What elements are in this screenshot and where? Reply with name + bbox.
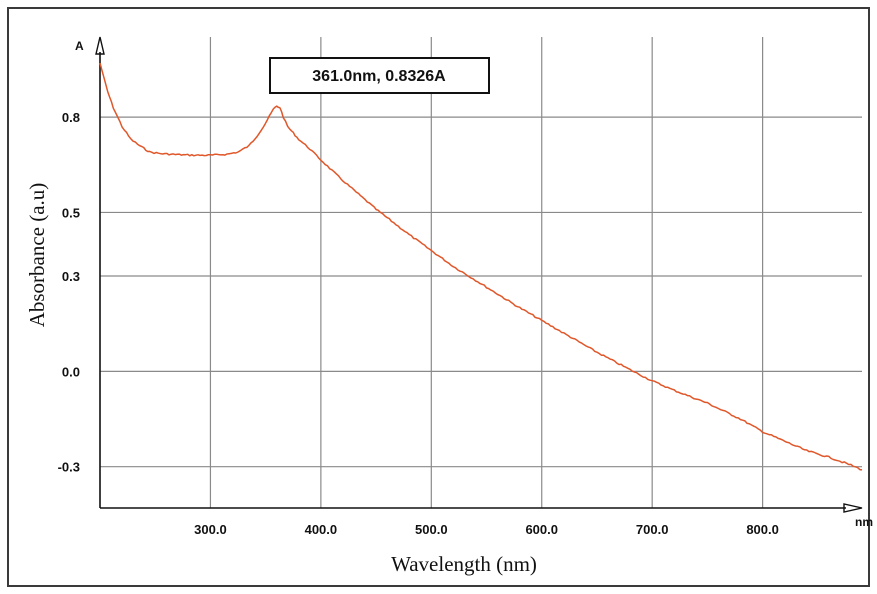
x-tick-label: 700.0 (636, 522, 669, 537)
axes (95, 36, 863, 513)
y-tick-label: 0.5 (62, 205, 80, 220)
x-tick-label: 600.0 (525, 522, 558, 537)
x-tick-label: 500.0 (415, 522, 448, 537)
x-axis-arrow (843, 503, 863, 513)
x-axis-title: Wavelength (nm) (391, 552, 537, 576)
y-axis-title: Absorbance (a.u) (25, 183, 49, 328)
peak-annotation-label: 361.0nm, 0.8326A (312, 68, 446, 85)
peak-annotation-box (269, 57, 490, 94)
x-tick-label: 400.0 (305, 522, 338, 537)
y-tick-labels: -0.3 0.0 0.3 0.5 0.8 (58, 110, 80, 475)
vertical-gridlines (209, 37, 764, 508)
x-tick-labels: 300.0 400.0 500.0 600.0 700.0 800.0 (194, 522, 779, 537)
peak-annotation: 361.0nm, 0.8326A (269, 57, 490, 94)
x-tick-label: 800.0 (746, 522, 779, 537)
y-tick-label: 0.3 (62, 269, 80, 284)
y-tick-label: 0.8 (62, 110, 80, 125)
x-axis-unit: nm (855, 515, 873, 529)
y-tick-label: -0.3 (58, 460, 80, 475)
x-tick-label: 300.0 (194, 522, 227, 537)
y-axis-arrow (95, 36, 105, 55)
spectrum-line (99, 62, 863, 471)
y-axis-unit: A (75, 39, 84, 53)
horizontal-gridlines (100, 116, 862, 468)
y-tick-label: 0.0 (62, 364, 80, 379)
chart-frame (7, 7, 870, 587)
